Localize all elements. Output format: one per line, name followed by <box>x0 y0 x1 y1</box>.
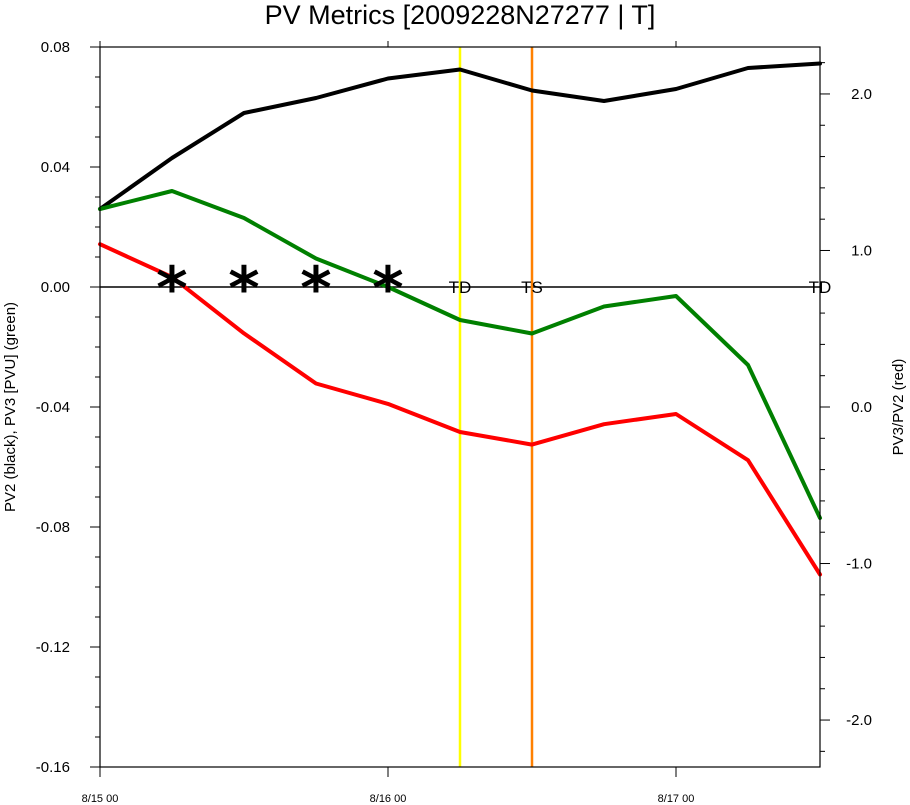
right-tick-label: -2.0 <box>846 712 872 729</box>
left-tick-label: 0.00 <box>41 279 70 296</box>
stage-label: TS <box>521 278 543 297</box>
right-tick-label: -1.0 <box>846 556 872 573</box>
left-tick-label: 0.04 <box>41 159 70 176</box>
right-tick-label: 0.0 <box>851 399 872 416</box>
plot-area: * * * * TD TS TD <box>98 47 831 767</box>
pv3-series-line <box>98 189 822 520</box>
left-axis-label: PV2 (black), PV3 [PVU] (green) <box>2 302 19 512</box>
pv3-pv2-series-line <box>98 242 822 577</box>
right-tick-label: 1.0 <box>851 242 872 259</box>
x-tick-label: 8/15 00 <box>82 793 119 805</box>
star-marker: * <box>156 254 187 324</box>
left-tick-label: -0.16 <box>36 759 70 776</box>
chart-title: PV Metrics [2009228N27277 | T] <box>265 0 656 30</box>
pv2-series-line <box>98 61 822 211</box>
left-tick-label: 0.08 <box>41 39 70 56</box>
star-marker: * <box>228 254 259 324</box>
x-tick-label: 8/17 00 <box>658 793 695 805</box>
stage-label: TD <box>449 278 472 297</box>
star-marker: * <box>300 254 331 324</box>
left-tick-label: -0.12 <box>36 639 70 656</box>
right-tick-label: 2.0 <box>851 86 872 103</box>
star-marker: * <box>372 254 403 324</box>
left-tick-label: -0.04 <box>36 399 70 416</box>
x-tick-label: 8/16 00 <box>370 793 407 805</box>
axes: 0.08 0.04 0.00 -0.04 -0.08 -0.12 -0.16 2.0 1.0 0.… <box>36 39 872 805</box>
left-tick-label: -0.08 <box>36 519 70 536</box>
right-axis-label: PV3/PV2 (red) <box>890 359 907 456</box>
